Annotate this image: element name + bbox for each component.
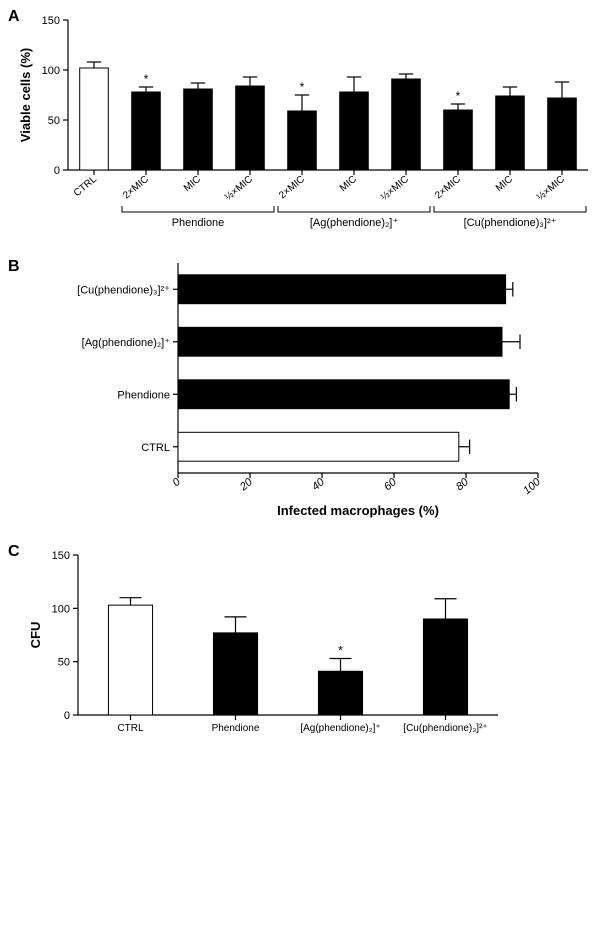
svg-text:2×MIC: 2×MIC xyxy=(433,174,463,202)
svg-text:60: 60 xyxy=(382,476,400,494)
svg-text:*: * xyxy=(144,72,149,86)
svg-text:100: 100 xyxy=(52,603,70,615)
chart-a: 0 50 100 150 Viable cells (%) CTRL * 2×MIC MIC ½×… xyxy=(8,8,602,248)
svg-text:*: * xyxy=(300,80,305,94)
svg-text:CTRL: CTRL xyxy=(72,174,99,199)
svg-text:Phendione: Phendione xyxy=(172,217,225,229)
panel-a: A 0 50 100 150 Viable cells (%) CTRL * 2×MIC MIC… xyxy=(8,8,602,248)
svg-text:0: 0 xyxy=(54,165,60,177)
chart-b: 0 20 40 60 80 100 Infected macrophages (%) [Cu(… xyxy=(8,258,602,533)
svg-text:CTRL: CTRL xyxy=(117,723,144,734)
svg-text:40: 40 xyxy=(310,476,328,494)
svg-text:150: 150 xyxy=(52,550,70,562)
svg-text:[Ag(phendione)₂]⁺: [Ag(phendione)₂]⁺ xyxy=(310,217,399,229)
svg-text:Infected macrophages (%): Infected macrophages (%) xyxy=(277,503,439,518)
svg-text:150: 150 xyxy=(42,15,60,27)
svg-text:Phendione: Phendione xyxy=(212,723,260,734)
svg-text:80: 80 xyxy=(454,476,472,494)
panel-b-label: B xyxy=(8,258,20,276)
panel-a-label: A xyxy=(8,8,20,26)
svg-text:50: 50 xyxy=(48,115,60,127)
svg-text:CFU: CFU xyxy=(28,622,43,649)
svg-text:20: 20 xyxy=(237,476,256,494)
chart-c: 0 50 100 150 CFU CTRL Phendione * [Ag(phendione)… xyxy=(8,543,602,763)
svg-text:½×MIC: ½×MIC xyxy=(535,174,567,203)
svg-text:½×MIC: ½×MIC xyxy=(223,174,255,203)
panel-c-label: C xyxy=(8,543,20,561)
panel-b: B 0 20 40 60 80 100 Infected macrophages (%) [C… xyxy=(8,258,602,533)
svg-text:[Cu(phendione)₃]²⁺: [Cu(phendione)₃]²⁺ xyxy=(77,284,170,296)
svg-text:MIC: MIC xyxy=(182,174,203,194)
svg-text:[Ag(phendione)₂]⁺: [Ag(phendione)₂]⁺ xyxy=(300,723,380,734)
svg-text:Viable cells (%): Viable cells (%) xyxy=(18,48,33,142)
svg-text:[Ag(phendione)₂]⁺: [Ag(phendione)₂]⁺ xyxy=(82,337,171,349)
svg-text:[Cu(phendione)₃]²⁺: [Cu(phendione)₃]²⁺ xyxy=(403,723,487,734)
svg-text:Phendione: Phendione xyxy=(117,389,170,401)
svg-text:*: * xyxy=(456,89,461,103)
svg-text:*: * xyxy=(338,643,343,657)
svg-text:0: 0 xyxy=(64,710,70,722)
panel-c: C 0 50 100 150 CFU CTRL Phendione * [Ag(phendion… xyxy=(8,543,602,763)
svg-text:[Cu(phendione)₃]²⁺: [Cu(phendione)₃]²⁺ xyxy=(464,217,557,229)
svg-text:MIC: MIC xyxy=(338,174,359,194)
svg-text:2×MIC: 2×MIC xyxy=(121,174,151,202)
svg-text:50: 50 xyxy=(58,657,70,669)
svg-text:100: 100 xyxy=(521,476,543,498)
svg-text:100: 100 xyxy=(42,65,60,77)
svg-text:0: 0 xyxy=(171,476,184,490)
svg-text:2×MIC: 2×MIC xyxy=(277,174,307,202)
svg-text:CTRL: CTRL xyxy=(141,442,170,454)
svg-text:MIC: MIC xyxy=(494,174,515,194)
svg-text:½×MIC: ½×MIC xyxy=(379,174,411,203)
